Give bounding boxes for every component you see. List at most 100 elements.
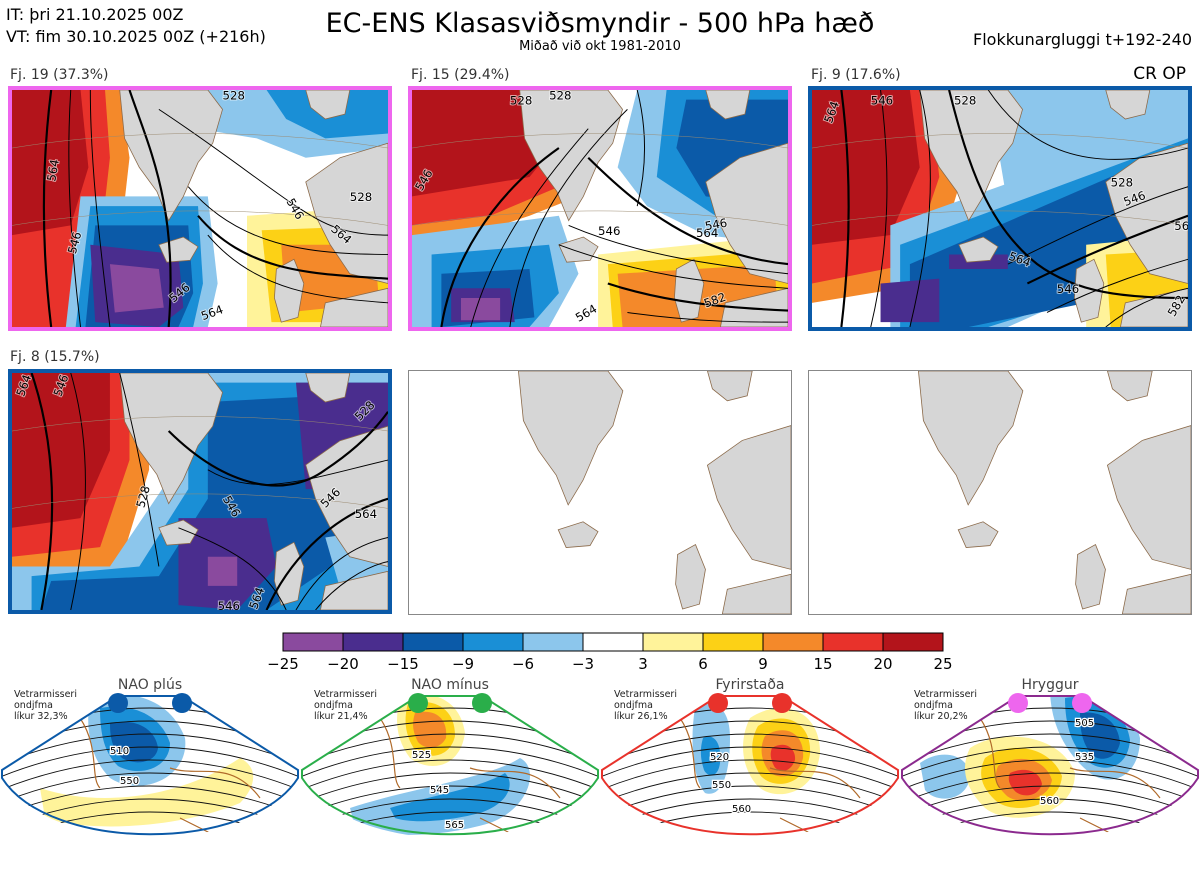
regime-stats: Vetrarmisseri ondjfma líkur 20,2% xyxy=(914,689,977,722)
colorbar-tick-label: 20 xyxy=(873,655,893,673)
scandinavia-shape xyxy=(705,142,788,284)
height-contour xyxy=(558,244,788,289)
regime-anomaly-shading xyxy=(110,721,158,763)
land-outline xyxy=(519,90,788,327)
svalbard-shape xyxy=(707,371,753,402)
regime-contour xyxy=(602,772,898,804)
europe-shape xyxy=(1121,573,1191,614)
scandinavia-shape xyxy=(706,425,791,570)
map-svg xyxy=(518,371,791,614)
height-contour xyxy=(119,373,160,567)
colorbar-tick-label: −15 xyxy=(387,655,419,673)
contour-label: 528 xyxy=(223,90,245,103)
cluster-map-panel[interactable]: 546528528546564546564582564 xyxy=(408,86,792,331)
regime-anomaly-shading xyxy=(390,773,510,822)
regime-stats: Vetrarmisseri ondjfma líkur 21,4% xyxy=(314,689,377,722)
regime-contour-label: 510 xyxy=(110,746,129,757)
graticule-line xyxy=(12,493,388,509)
colorbar-swatch xyxy=(582,632,644,652)
regime-stats: Vetrarmisseri ondjfma líkur 26,1% xyxy=(614,689,677,722)
contour-label: 528 xyxy=(133,484,152,509)
regime-contour xyxy=(902,733,1198,765)
europe-shape xyxy=(320,287,388,327)
svalbard-shape xyxy=(305,90,351,120)
height-contour xyxy=(197,215,388,280)
regime-contour xyxy=(302,759,598,791)
regime-contour-label: 550 xyxy=(712,780,731,791)
colorbar-swatch xyxy=(342,632,404,652)
height-contour xyxy=(509,109,628,327)
height-contour xyxy=(636,90,645,207)
regime-contour xyxy=(902,785,1198,817)
colorbar-tick-label: 15 xyxy=(813,655,833,673)
regime-contour xyxy=(302,746,598,778)
regime-marker-dot xyxy=(108,693,128,713)
colorbar-swatch xyxy=(882,632,944,652)
regime-contour-label: 550 xyxy=(120,776,139,787)
contour-label: 546 xyxy=(218,599,240,610)
regime-anomaly-shading xyxy=(1010,850,1045,862)
height-contour xyxy=(948,90,1188,300)
scandinavia-shape xyxy=(1105,142,1188,284)
greenland-shape xyxy=(519,90,623,222)
regime-contour xyxy=(602,759,898,791)
regime-contour-label: 560 xyxy=(1040,796,1059,807)
cluster-map-panel[interactable]: 564 546 528 528 546 564 546 564 xyxy=(8,86,392,331)
greenland-shape xyxy=(918,371,1024,506)
colorbar-tick-label: −25 xyxy=(267,655,299,673)
regime-anomaly-shading xyxy=(770,744,796,771)
regime-marker-dot xyxy=(772,693,792,713)
colorbar-swatch xyxy=(702,632,764,652)
height-contour xyxy=(70,373,86,610)
regime-contour xyxy=(2,785,298,817)
height-contour xyxy=(158,108,388,236)
contour-label: 546 xyxy=(871,94,893,108)
contour-label: 528 xyxy=(954,94,976,108)
regime-marker-dot xyxy=(708,693,728,713)
regime-border xyxy=(901,695,1199,836)
contour-label: 528 xyxy=(549,90,571,103)
regime-border xyxy=(301,695,599,836)
height-contour xyxy=(295,536,388,610)
greenland-shape xyxy=(119,373,223,505)
regime-contour xyxy=(302,785,598,817)
height-contour xyxy=(68,90,82,327)
svalbard-shape xyxy=(1105,90,1151,120)
regime-border xyxy=(0,695,299,836)
cluster-map-panel[interactable]: 564 546 528 546 528 546 564 546 564 xyxy=(8,369,392,614)
anomaly-shading xyxy=(207,556,238,586)
regime-contour xyxy=(2,759,298,791)
regime-marker-dot xyxy=(172,693,192,713)
regime-title: NAO mínus xyxy=(411,677,489,693)
contour-label: 564 xyxy=(1174,219,1188,233)
regime-map-svg: 525 545 565 xyxy=(301,695,599,838)
height-contour xyxy=(840,90,850,327)
british-isles-shape xyxy=(274,258,305,323)
regime-stats: Vetrarmisseri ondjfma líkur 32,3% xyxy=(14,689,77,722)
initial-time: IT: þri 21.10.2025 00Z xyxy=(6,5,184,24)
regime-anomaly-shading xyxy=(1008,769,1042,796)
regime-map-content xyxy=(902,696,1198,862)
anomaly-shading xyxy=(109,264,164,313)
height-contour xyxy=(265,497,388,610)
regime-anomaly-shading xyxy=(920,754,970,799)
regime-contour xyxy=(302,733,598,765)
land-outline xyxy=(119,90,388,327)
svalbard-shape xyxy=(305,373,351,403)
regime-map-svg: 520 550 560 xyxy=(601,695,899,838)
scandinavia-shape xyxy=(1106,425,1191,570)
anomaly-shading xyxy=(949,254,1008,269)
regime-anomaly-shading xyxy=(40,758,254,827)
map-svg: 546528528546564546564582564 xyxy=(412,90,788,327)
regime-contour-label: 535 xyxy=(1075,752,1094,763)
header-dates: IT: þri 21.10.2025 00Z VT: fim 30.10.202… xyxy=(6,4,266,48)
height-contour xyxy=(440,147,560,327)
panel-4-label: Fj. 8 (15.7%) xyxy=(10,349,100,365)
regime-marker-dot xyxy=(1072,693,1092,713)
height-contour xyxy=(207,234,388,304)
colorbar-swatch xyxy=(642,632,704,652)
colorbar-swatch xyxy=(762,632,824,652)
